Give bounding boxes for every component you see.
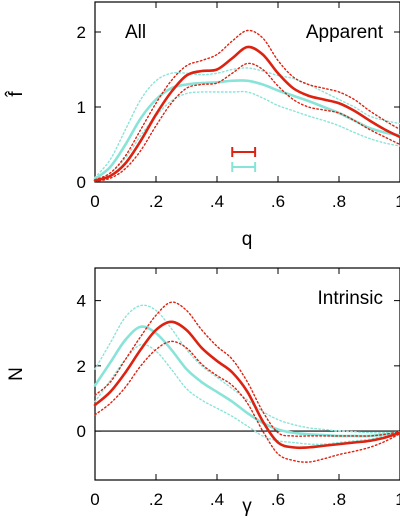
apparent-cyan-error-bar [231, 162, 257, 172]
apparent-red-solid-line [93, 45, 400, 182]
apparent-x-tick-label: 1 [395, 192, 400, 211]
intrinsic-y-tick-label: 4 [77, 292, 86, 311]
intrinsic-cyan-dotted-line [94, 304, 400, 434]
apparent-axis-ticks: 0 .2 .4 .6 .8 1 0 1 2 [77, 2, 400, 211]
intrinsic-x-axis-label: γ [242, 496, 252, 517]
intrinsic-y-axis-label: N [6, 367, 27, 381]
apparent-red-dotted-line [94, 62, 400, 182]
apparent-series [93, 29, 400, 182]
intrinsic-x-tick-label: .6 [271, 490, 285, 509]
apparent-cyan-solid-line [93, 79, 400, 181]
apparent-error-bars [231, 147, 257, 172]
apparent-x-axis-label: q [242, 229, 253, 250]
intrinsic-series [93, 301, 400, 463]
apparent-x-tick-label: .4 [210, 192, 224, 211]
apparent-y-tick-label: 1 [77, 98, 86, 117]
intrinsic-panel: 0 .2 .4 .6 .8 1 0 2 4 Intrinsic γ N [6, 267, 400, 517]
panel-label-intrinsic: Intrinsic [318, 288, 383, 309]
intrinsic-red-solid-line [93, 320, 400, 450]
apparent-plot-frame [94, 1, 400, 183]
apparent-red-error-bar [231, 147, 257, 157]
apparent-cyan-dotted-line [94, 90, 400, 182]
panel-label-all: All [125, 22, 146, 43]
apparent-red-dotted-line [94, 29, 400, 181]
intrinsic-y-tick-label: 0 [77, 422, 86, 441]
intrinsic-x-tick-label: 0 [90, 490, 99, 509]
apparent-y-tick-label: 2 [77, 23, 86, 42]
apparent-cyan-dotted-line [94, 67, 400, 179]
intrinsic-x-tick-label: .4 [210, 490, 224, 509]
apparent-x-tick-label: .6 [271, 192, 285, 211]
intrinsic-axis-ticks: 0 .2 .4 .6 .8 1 0 2 4 [77, 268, 400, 509]
intrinsic-red-dotted-line [94, 340, 400, 463]
apparent-y-axis-label: f̂ [5, 90, 27, 98]
intrinsic-red-dotted-line [94, 301, 400, 437]
apparent-x-tick-label: .8 [332, 192, 346, 211]
intrinsic-x-tick-label: .2 [149, 490, 163, 509]
apparent-x-tick-label: 0 [90, 192, 99, 211]
intrinsic-y-tick-label: 2 [77, 357, 86, 376]
intrinsic-plot-frame [94, 267, 400, 481]
panel-label-apparent: Apparent [306, 22, 384, 43]
apparent-panel: 0 .2 .4 .6 .8 1 0 1 2 All Apparent q f̂ [5, 1, 400, 250]
apparent-x-tick-label: .2 [149, 192, 163, 211]
intrinsic-x-tick-label: .8 [332, 490, 346, 509]
apparent-y-tick-label: 0 [77, 173, 86, 192]
intrinsic-x-tick-label: 1 [395, 490, 400, 509]
